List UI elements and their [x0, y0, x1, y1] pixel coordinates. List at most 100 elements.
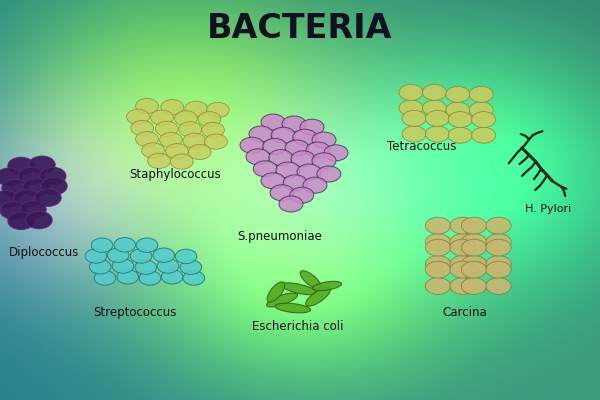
- Circle shape: [461, 234, 487, 250]
- Circle shape: [198, 112, 221, 127]
- Text: H. Pylori: H. Pylori: [525, 204, 571, 214]
- Circle shape: [40, 167, 66, 185]
- Circle shape: [240, 137, 264, 153]
- Circle shape: [20, 201, 46, 218]
- Circle shape: [270, 185, 294, 201]
- Text: Carcina: Carcina: [443, 306, 488, 319]
- Circle shape: [486, 239, 511, 256]
- Circle shape: [0, 190, 19, 208]
- Circle shape: [486, 278, 511, 294]
- Circle shape: [253, 161, 277, 177]
- Circle shape: [312, 153, 336, 169]
- Circle shape: [157, 259, 179, 273]
- Circle shape: [114, 238, 136, 252]
- Circle shape: [293, 129, 317, 145]
- Circle shape: [461, 278, 487, 294]
- Circle shape: [112, 259, 134, 273]
- Circle shape: [450, 278, 475, 294]
- Text: Diplococcus: Diplococcus: [9, 246, 79, 259]
- Circle shape: [303, 177, 327, 193]
- Circle shape: [8, 157, 34, 175]
- Circle shape: [206, 102, 229, 118]
- Circle shape: [271, 127, 295, 143]
- Circle shape: [269, 150, 293, 166]
- Circle shape: [450, 256, 475, 272]
- Circle shape: [23, 178, 49, 196]
- Circle shape: [282, 116, 306, 132]
- Circle shape: [469, 86, 493, 102]
- Circle shape: [469, 102, 493, 118]
- Circle shape: [425, 261, 451, 278]
- Circle shape: [279, 196, 303, 212]
- Circle shape: [446, 86, 470, 102]
- Circle shape: [175, 111, 197, 126]
- Text: Tetracoccus: Tetracoccus: [387, 140, 457, 153]
- Text: S.pneumoniae: S.pneumoniae: [237, 230, 322, 243]
- Circle shape: [461, 256, 487, 272]
- Circle shape: [179, 122, 202, 137]
- Circle shape: [131, 120, 154, 136]
- Circle shape: [175, 249, 197, 264]
- Circle shape: [117, 270, 139, 284]
- Circle shape: [161, 270, 183, 284]
- Circle shape: [486, 261, 511, 278]
- Circle shape: [450, 234, 475, 250]
- Circle shape: [151, 110, 173, 125]
- Ellipse shape: [275, 303, 311, 313]
- Text: Escherichia coli: Escherichia coli: [252, 320, 343, 333]
- Circle shape: [153, 248, 175, 262]
- Circle shape: [166, 144, 188, 159]
- Circle shape: [291, 151, 315, 167]
- Circle shape: [472, 112, 496, 128]
- Circle shape: [486, 234, 511, 250]
- Circle shape: [399, 100, 423, 116]
- Circle shape: [29, 156, 55, 174]
- Circle shape: [425, 239, 451, 256]
- Circle shape: [155, 121, 178, 136]
- Circle shape: [139, 271, 161, 285]
- Circle shape: [486, 256, 511, 272]
- Circle shape: [461, 217, 487, 234]
- Circle shape: [185, 101, 208, 116]
- Circle shape: [425, 126, 449, 142]
- Circle shape: [183, 271, 205, 285]
- Circle shape: [136, 238, 158, 252]
- Circle shape: [425, 256, 451, 272]
- Circle shape: [246, 149, 270, 165]
- Ellipse shape: [300, 271, 322, 289]
- Circle shape: [18, 167, 44, 185]
- Circle shape: [85, 249, 107, 263]
- Circle shape: [425, 278, 451, 294]
- Circle shape: [450, 239, 475, 256]
- Circle shape: [461, 261, 487, 278]
- Circle shape: [402, 126, 426, 142]
- Circle shape: [205, 134, 227, 149]
- Circle shape: [180, 260, 202, 274]
- Circle shape: [312, 132, 336, 148]
- Circle shape: [317, 166, 341, 182]
- Text: BACTERIA: BACTERIA: [207, 12, 393, 44]
- Circle shape: [425, 217, 451, 234]
- Circle shape: [2, 179, 28, 197]
- Circle shape: [402, 110, 426, 126]
- Circle shape: [94, 271, 116, 285]
- Circle shape: [136, 132, 158, 147]
- Ellipse shape: [267, 282, 285, 302]
- Circle shape: [285, 140, 309, 156]
- Circle shape: [170, 154, 193, 169]
- Circle shape: [261, 173, 285, 189]
- Circle shape: [183, 133, 206, 148]
- Circle shape: [425, 110, 449, 126]
- Circle shape: [399, 84, 423, 100]
- Text: Streptococcus: Streptococcus: [93, 306, 176, 319]
- Circle shape: [91, 238, 113, 252]
- Circle shape: [486, 217, 511, 234]
- Circle shape: [276, 162, 300, 178]
- Circle shape: [161, 100, 184, 115]
- Circle shape: [263, 138, 287, 154]
- Circle shape: [425, 234, 451, 250]
- Circle shape: [472, 127, 496, 143]
- Circle shape: [461, 239, 487, 256]
- Text: Staphylococcus: Staphylococcus: [129, 168, 221, 181]
- Circle shape: [283, 175, 307, 191]
